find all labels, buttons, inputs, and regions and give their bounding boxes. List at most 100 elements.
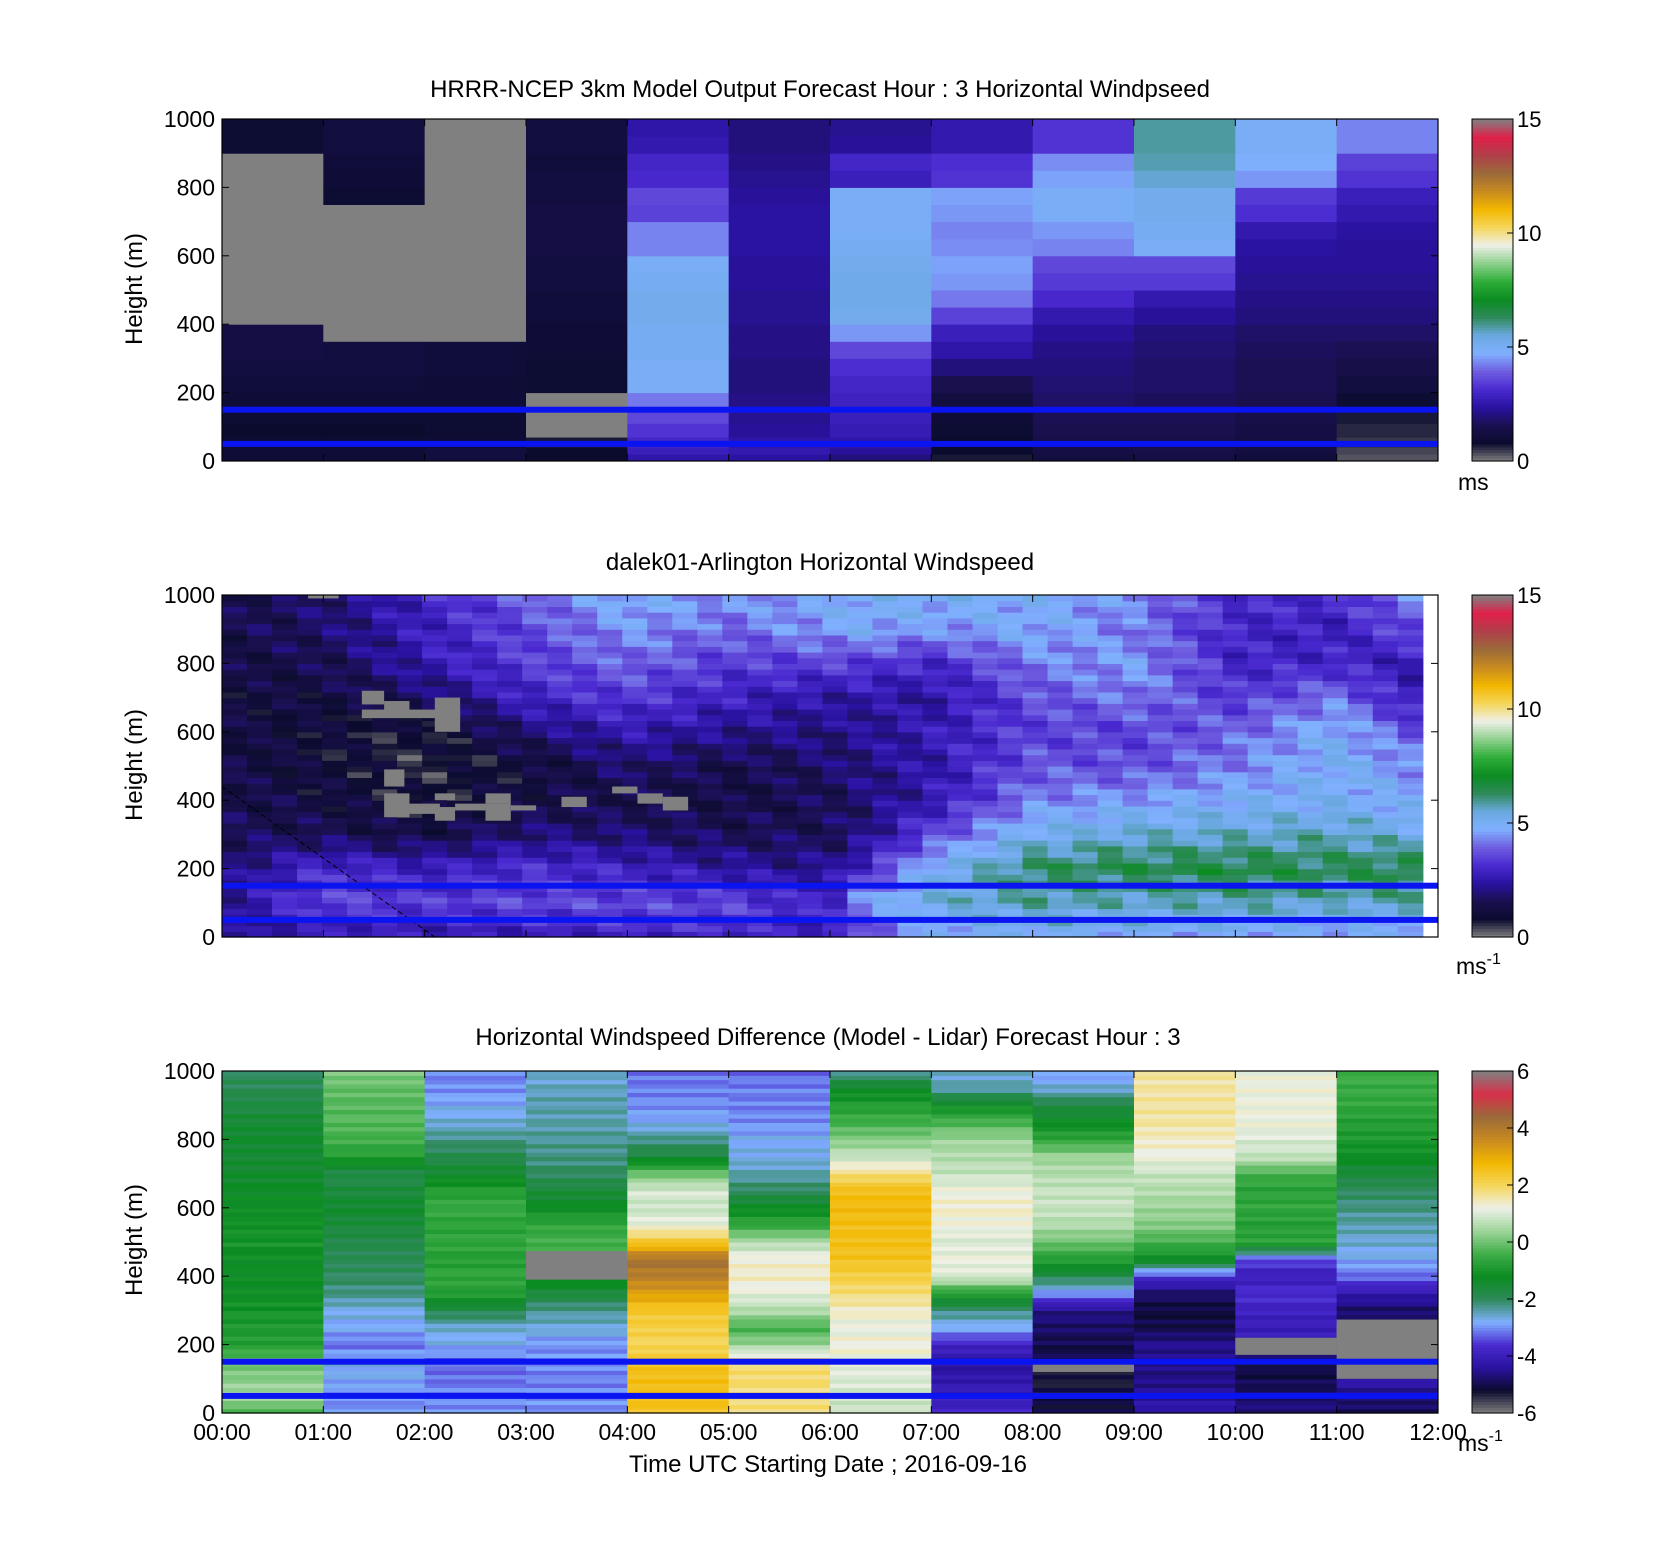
heatmap-cell [931, 1306, 1034, 1311]
heatmap-cell [572, 777, 598, 784]
heatmap-cell [672, 743, 698, 750]
heatmap-cell [1134, 255, 1236, 274]
heatmap-cell [1072, 874, 1099, 881]
heatmap-cell [697, 817, 723, 824]
heatmap-cell [1235, 1246, 1338, 1252]
heatmap-cell [526, 1246, 628, 1252]
heatmap-cell [1097, 600, 1124, 607]
heatmap-cell [1022, 817, 1049, 824]
heatmap-cell [728, 1293, 831, 1299]
heatmap-cell [622, 680, 648, 687]
y-tick-label: 800 [177, 174, 215, 200]
heatmap-cell [272, 629, 298, 636]
heatmap-cell [1122, 748, 1149, 756]
heatmap-cell [397, 817, 423, 824]
heatmap-cell [472, 902, 498, 910]
heatmap-cell [547, 657, 573, 664]
heatmap-cell [1372, 748, 1399, 756]
heatmap-cell [597, 783, 623, 790]
colorbar-segment [1472, 144, 1513, 149]
heatmap-cell [323, 454, 426, 462]
heatmap-cell [1247, 783, 1274, 790]
heatmap-cell [1322, 897, 1349, 904]
heatmap-cell [897, 794, 924, 801]
heatmap-cell [424, 1400, 527, 1406]
heatmap-cell [247, 652, 273, 659]
heatmap-cell [497, 783, 523, 790]
colorbar-segment [1472, 1099, 1513, 1103]
heatmap-cell [722, 845, 748, 853]
heatmap-cell [323, 204, 426, 223]
heatmap-cell [222, 1323, 324, 1329]
heatmap-cell [1072, 634, 1099, 642]
heatmap-cell [931, 1314, 1034, 1320]
heatmap-cell [622, 862, 648, 870]
heatmap-cell [747, 737, 773, 744]
heatmap-cell [1032, 1331, 1135, 1337]
heatmap-cell [931, 1323, 1034, 1329]
colorbar-segment [1472, 341, 1513, 345]
heatmap-cell [1336, 1130, 1439, 1136]
heatmap-cell [722, 868, 748, 875]
colorbar-segment [1472, 1125, 1513, 1129]
heatmap-cell [897, 862, 924, 870]
colorbar-segment [1472, 840, 1513, 844]
heatmap-cell [297, 766, 323, 773]
heatmap-cell [647, 629, 673, 636]
panel-lidar-ylabel: Height (m) [121, 709, 148, 821]
heatmap-cell [222, 1100, 324, 1106]
heatmap-cell [222, 238, 324, 257]
heatmap-cell [522, 800, 548, 807]
heatmap-cell [1247, 897, 1274, 904]
heatmap-cell [323, 1254, 426, 1260]
heatmap-cell [797, 595, 823, 602]
heatmap-cell [297, 828, 323, 835]
colorbar-segment [1472, 369, 1513, 374]
heatmap-cell [1347, 629, 1374, 636]
heatmap-cell [797, 691, 823, 699]
colorbar-segment [1472, 1338, 1513, 1343]
heatmap-cell [722, 680, 748, 687]
heatmap-cell [822, 891, 849, 898]
heatmap-cell [830, 1233, 932, 1239]
heatmap-cell [1336, 1173, 1439, 1179]
heatmap-cell [1122, 840, 1149, 847]
heatmap-cell [647, 748, 673, 756]
heatmap-cell [627, 375, 730, 394]
heatmap-cell [1235, 1109, 1338, 1115]
heatmap-cell [1134, 1075, 1236, 1081]
heatmap-cell [347, 805, 373, 813]
heatmap-cell [627, 1156, 730, 1162]
heatmap-cell [622, 726, 648, 733]
heatmap-cell [447, 862, 473, 870]
heatmap-cell [747, 862, 773, 870]
heatmap-cell [526, 1331, 628, 1337]
heatmap-cell [497, 897, 523, 904]
heatmap-cell [722, 726, 748, 733]
heatmap-cell [1336, 187, 1439, 205]
heatmap-cell [322, 857, 348, 864]
heatmap-cell [1347, 817, 1374, 824]
heatmap-cell [1322, 868, 1349, 875]
heatmap-cell [830, 341, 932, 359]
heatmap-cell [222, 1267, 324, 1273]
heatmap-cell [1032, 1306, 1135, 1311]
heatmap-cell [1172, 737, 1199, 744]
heatmap-cell [1372, 674, 1399, 682]
heatmap-cell [1097, 606, 1124, 613]
heatmap-cell [547, 697, 573, 704]
heatmap-cell [847, 771, 874, 778]
heatmap-cell [728, 454, 831, 462]
heatmap-cell [497, 760, 523, 767]
heatmap-cell [1297, 760, 1324, 767]
colorbar-segment [1472, 768, 1513, 773]
heatmap-cell [597, 617, 623, 625]
heatmap-cell [526, 1092, 628, 1098]
heatmap-cell [497, 726, 523, 733]
heatmap-cell [922, 794, 949, 801]
heatmap-cell [1097, 612, 1124, 619]
heatmap-cell [872, 697, 899, 704]
heatmap-cell [1134, 1293, 1236, 1299]
heatmap-cell [1122, 823, 1149, 830]
heatmap-cell [972, 600, 999, 607]
